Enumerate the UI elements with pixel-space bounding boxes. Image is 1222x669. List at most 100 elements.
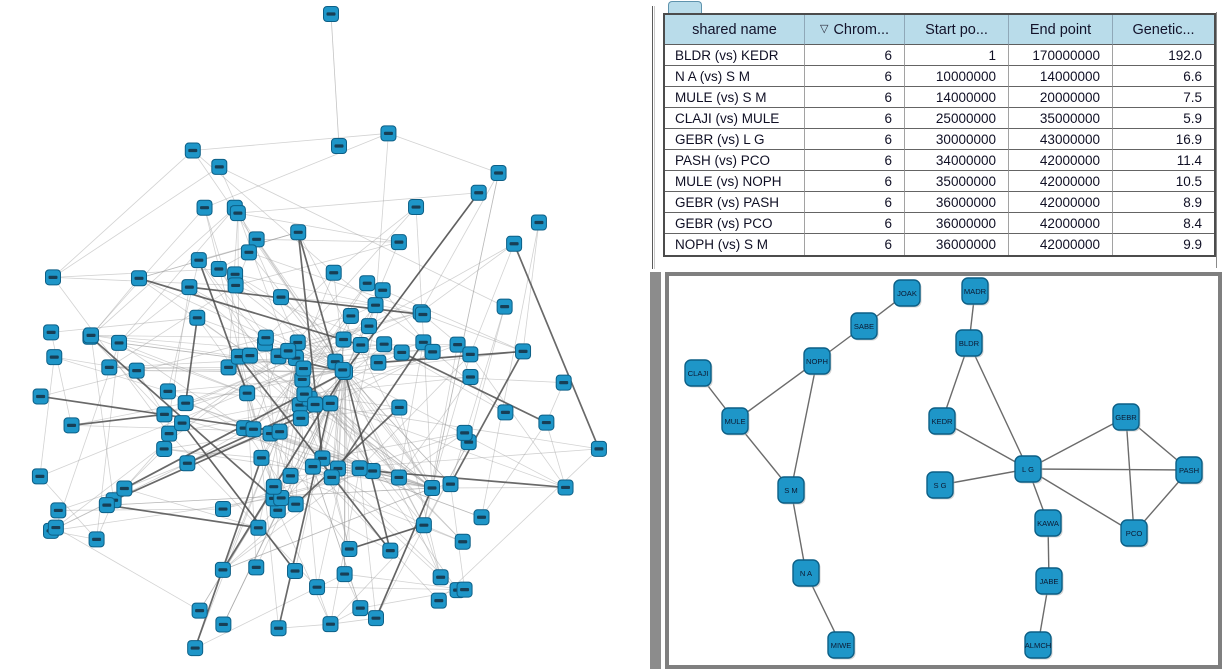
large-network-node[interactable] xyxy=(322,395,339,412)
large-network-node[interactable] xyxy=(367,610,384,627)
large-network-edge[interactable] xyxy=(261,379,303,459)
large-network-edge[interactable] xyxy=(333,206,417,274)
large-network-edge[interactable] xyxy=(192,150,346,373)
large-network-node[interactable] xyxy=(376,336,393,353)
large-network-node[interactable] xyxy=(424,480,440,496)
large-network-node[interactable] xyxy=(287,562,304,579)
large-network-edge[interactable] xyxy=(422,314,524,352)
large-network-edge[interactable] xyxy=(359,432,465,469)
large-network-edge[interactable] xyxy=(297,232,337,362)
large-network-edge[interactable] xyxy=(344,371,451,485)
large-network-node[interactable] xyxy=(370,354,387,371)
large-network-edge[interactable] xyxy=(235,273,423,315)
large-network-edge[interactable] xyxy=(235,241,400,286)
large-network-edge[interactable] xyxy=(295,418,302,505)
small-network-edge[interactable] xyxy=(790,360,818,491)
large-network-edge[interactable] xyxy=(423,525,442,578)
large-network-node[interactable] xyxy=(590,440,607,457)
large-network-node[interactable] xyxy=(253,449,270,466)
large-network-edge[interactable] xyxy=(54,356,137,372)
large-network-edge[interactable] xyxy=(39,368,304,477)
large-network-node[interactable] xyxy=(189,309,206,326)
large-network-node[interactable] xyxy=(506,235,523,252)
table-cell-chrom[interactable]: 6 xyxy=(805,213,905,234)
large-network-node[interactable] xyxy=(530,214,547,231)
large-network-edge[interactable] xyxy=(450,306,506,485)
large-network-node[interactable] xyxy=(190,252,207,269)
large-network-node[interactable] xyxy=(454,533,471,550)
large-network-node[interactable] xyxy=(390,234,407,251)
large-network-edge[interactable] xyxy=(184,317,199,404)
large-network-node[interactable] xyxy=(352,600,369,617)
large-network-edge[interactable] xyxy=(118,286,190,344)
table-cell-start[interactable]: 1 xyxy=(905,45,1009,66)
small-network-node-PASH[interactable]: PASH xyxy=(1175,456,1204,485)
small-network-node-CLAJI[interactable]: CLAJI xyxy=(684,359,713,388)
table-cell-genetic[interactable]: 7.5 xyxy=(1113,87,1214,108)
small-network-node-SM[interactable]: S M xyxy=(777,476,806,505)
large-network-edge[interactable] xyxy=(398,477,463,543)
large-network-edge[interactable] xyxy=(470,354,566,488)
large-network-node[interactable] xyxy=(210,261,227,278)
large-network-edge[interactable] xyxy=(290,371,346,477)
large-network-node[interactable] xyxy=(179,455,196,472)
large-network-node[interactable] xyxy=(331,138,347,154)
large-network-edge[interactable] xyxy=(344,371,425,526)
large-network-edge[interactable] xyxy=(337,369,344,469)
large-network-edge[interactable] xyxy=(375,133,389,306)
large-network-node[interactable] xyxy=(390,469,407,486)
table-cell-genetic[interactable]: 8.4 xyxy=(1113,213,1214,234)
large-network-edge[interactable] xyxy=(322,458,458,591)
large-network-edge[interactable] xyxy=(309,352,402,400)
table-cell-name[interactable]: GEBR (vs) PCO xyxy=(665,213,805,234)
large-network-edge[interactable] xyxy=(398,432,465,478)
large-network-edge[interactable] xyxy=(185,339,344,404)
large-network-node[interactable] xyxy=(473,509,490,526)
large-network-node[interactable] xyxy=(367,297,384,314)
table-cell-name[interactable]: PASH (vs) PCO xyxy=(665,150,805,171)
large-network-edge[interactable] xyxy=(198,259,302,419)
large-network-edge[interactable] xyxy=(246,393,275,487)
large-network-edge[interactable] xyxy=(513,243,600,450)
large-network-edge[interactable] xyxy=(238,356,433,489)
large-network-node[interactable] xyxy=(32,388,49,405)
large-network-edge[interactable] xyxy=(204,207,251,356)
large-network-edge[interactable] xyxy=(337,448,599,469)
table-cell-start[interactable]: 36000000 xyxy=(905,192,1009,213)
large-network-edge[interactable] xyxy=(398,376,471,478)
large-network-edge[interactable] xyxy=(90,335,115,501)
large-network-edge[interactable] xyxy=(58,488,125,511)
large-network-edge[interactable] xyxy=(187,371,346,464)
large-network-node[interactable] xyxy=(289,334,306,351)
large-network-node[interactable] xyxy=(391,399,408,416)
large-network-edge[interactable] xyxy=(401,351,547,424)
small-network-edge[interactable] xyxy=(968,342,1029,470)
large-network-node[interactable] xyxy=(174,415,191,432)
large-network-edge[interactable] xyxy=(253,282,368,430)
large-network-edge[interactable] xyxy=(438,448,600,601)
large-network-node[interactable] xyxy=(496,298,513,315)
table-cell-chrom[interactable]: 6 xyxy=(805,87,905,108)
large-network-edge[interactable] xyxy=(420,172,499,313)
large-network-edge[interactable] xyxy=(388,132,499,174)
large-network-edge[interactable] xyxy=(167,390,310,400)
large-network-node[interactable] xyxy=(290,224,307,241)
large-network-edge[interactable] xyxy=(316,290,384,588)
large-network-node[interactable] xyxy=(342,307,359,324)
large-network-edge[interactable] xyxy=(304,393,566,488)
large-network-edge[interactable] xyxy=(253,356,279,430)
table-cell-end[interactable]: 35000000 xyxy=(1009,108,1113,129)
small-network-edge[interactable] xyxy=(734,360,818,422)
large-network-edge[interactable] xyxy=(118,342,245,429)
large-network-node[interactable] xyxy=(490,165,507,182)
large-network-node[interactable] xyxy=(304,458,321,475)
large-network-node[interactable] xyxy=(111,334,128,351)
large-network-edge[interactable] xyxy=(312,466,440,601)
large-network-node[interactable] xyxy=(470,184,487,201)
large-network-edge[interactable] xyxy=(256,239,344,371)
small-network-node-KAWA[interactable]: KAWA xyxy=(1034,509,1063,538)
small-network-edge[interactable] xyxy=(939,468,1029,486)
large-network-node[interactable] xyxy=(257,329,274,346)
table-cell-genetic[interactable]: 10.5 xyxy=(1113,171,1214,192)
table-cell-end[interactable]: 42000000 xyxy=(1009,192,1113,213)
